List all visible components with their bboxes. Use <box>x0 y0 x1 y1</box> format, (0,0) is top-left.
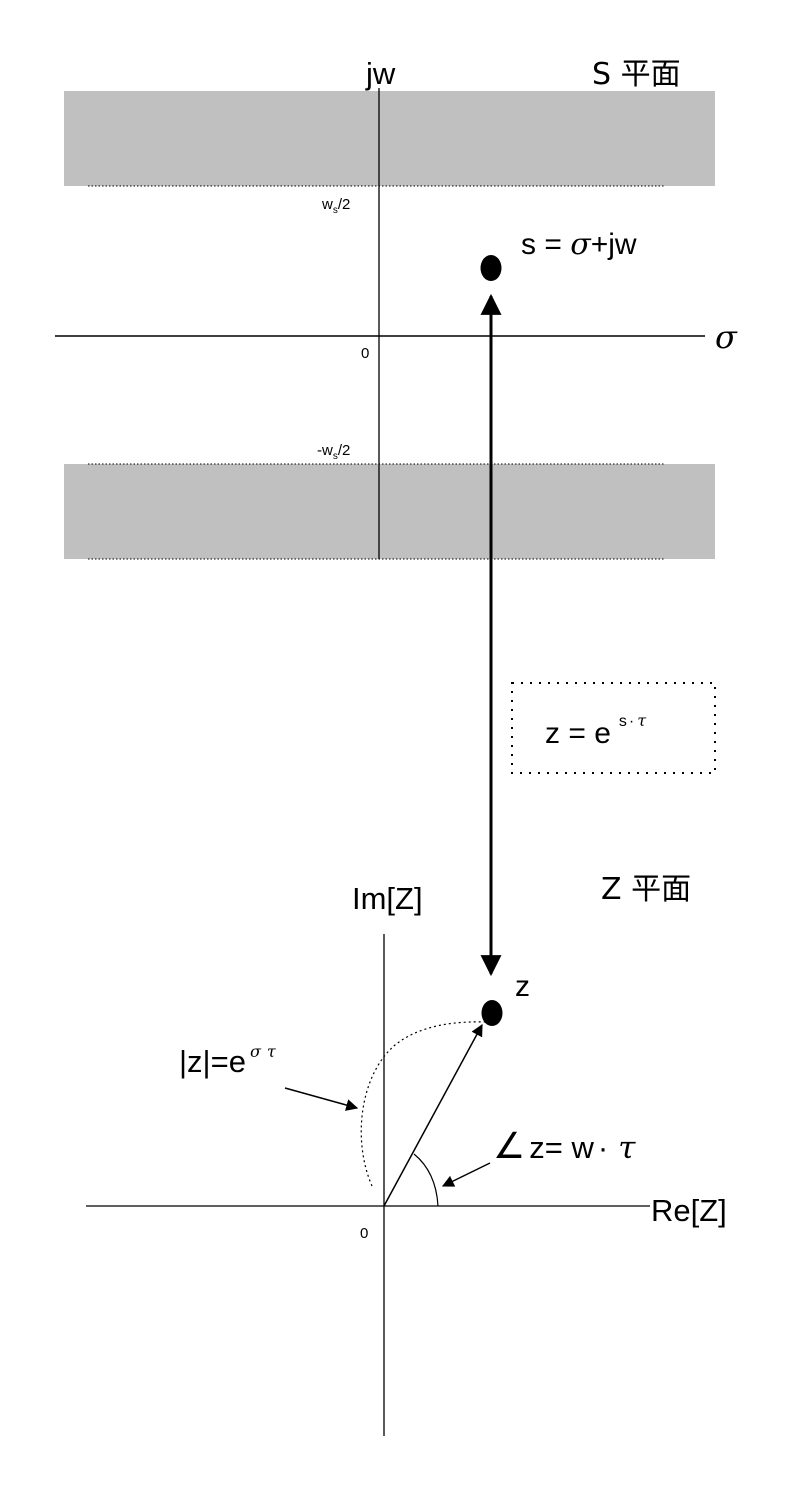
z-origin-label: 0 <box>360 1225 368 1242</box>
upper-aliasing-band <box>64 91 715 186</box>
sigma-axis-label: σ <box>715 318 738 356</box>
upper-band-label: ws/2 <box>321 196 350 216</box>
z-vector <box>383 1023 483 1207</box>
s-point <box>480 255 502 281</box>
re-axis-label: Re[Z] <box>651 1193 727 1228</box>
z-plane-label: Z 平面 <box>601 872 691 907</box>
z-plane: Z 平面 Im[Z] Re[Z] 0 z |z|=e σ τ ∠ z= w · τ <box>86 872 727 1436</box>
magnitude-pointer <box>284 1087 359 1111</box>
angle-arc <box>413 1153 439 1207</box>
magnitude-label: |z|=e σ τ <box>179 1042 277 1079</box>
mapping-formula-box <box>511 682 716 774</box>
s-plane: jw S 平面 σ 0 ws/2 -ws/2 s = σ+jw <box>55 56 738 560</box>
mapping-formula: z = e s · τ <box>545 711 647 750</box>
s-point-label: s = σ+jw <box>521 227 637 262</box>
angle-pointer <box>441 1162 491 1187</box>
jw-axis-label: jw <box>365 56 396 91</box>
im-axis-label: Im[Z] <box>352 881 423 916</box>
s-origin-label: 0 <box>361 345 369 362</box>
mapping: z = e s · τ <box>480 293 716 977</box>
s-plane-label: S 平面 <box>592 57 681 92</box>
z-point <box>481 1000 503 1026</box>
lower-aliasing-band <box>64 464 715 559</box>
z-point-label: z <box>515 970 530 1003</box>
magnitude-arc <box>360 1021 488 1187</box>
angle-label: ∠ z= w · τ <box>493 1125 636 1166</box>
lower-band-label: -ws/2 <box>317 442 350 462</box>
